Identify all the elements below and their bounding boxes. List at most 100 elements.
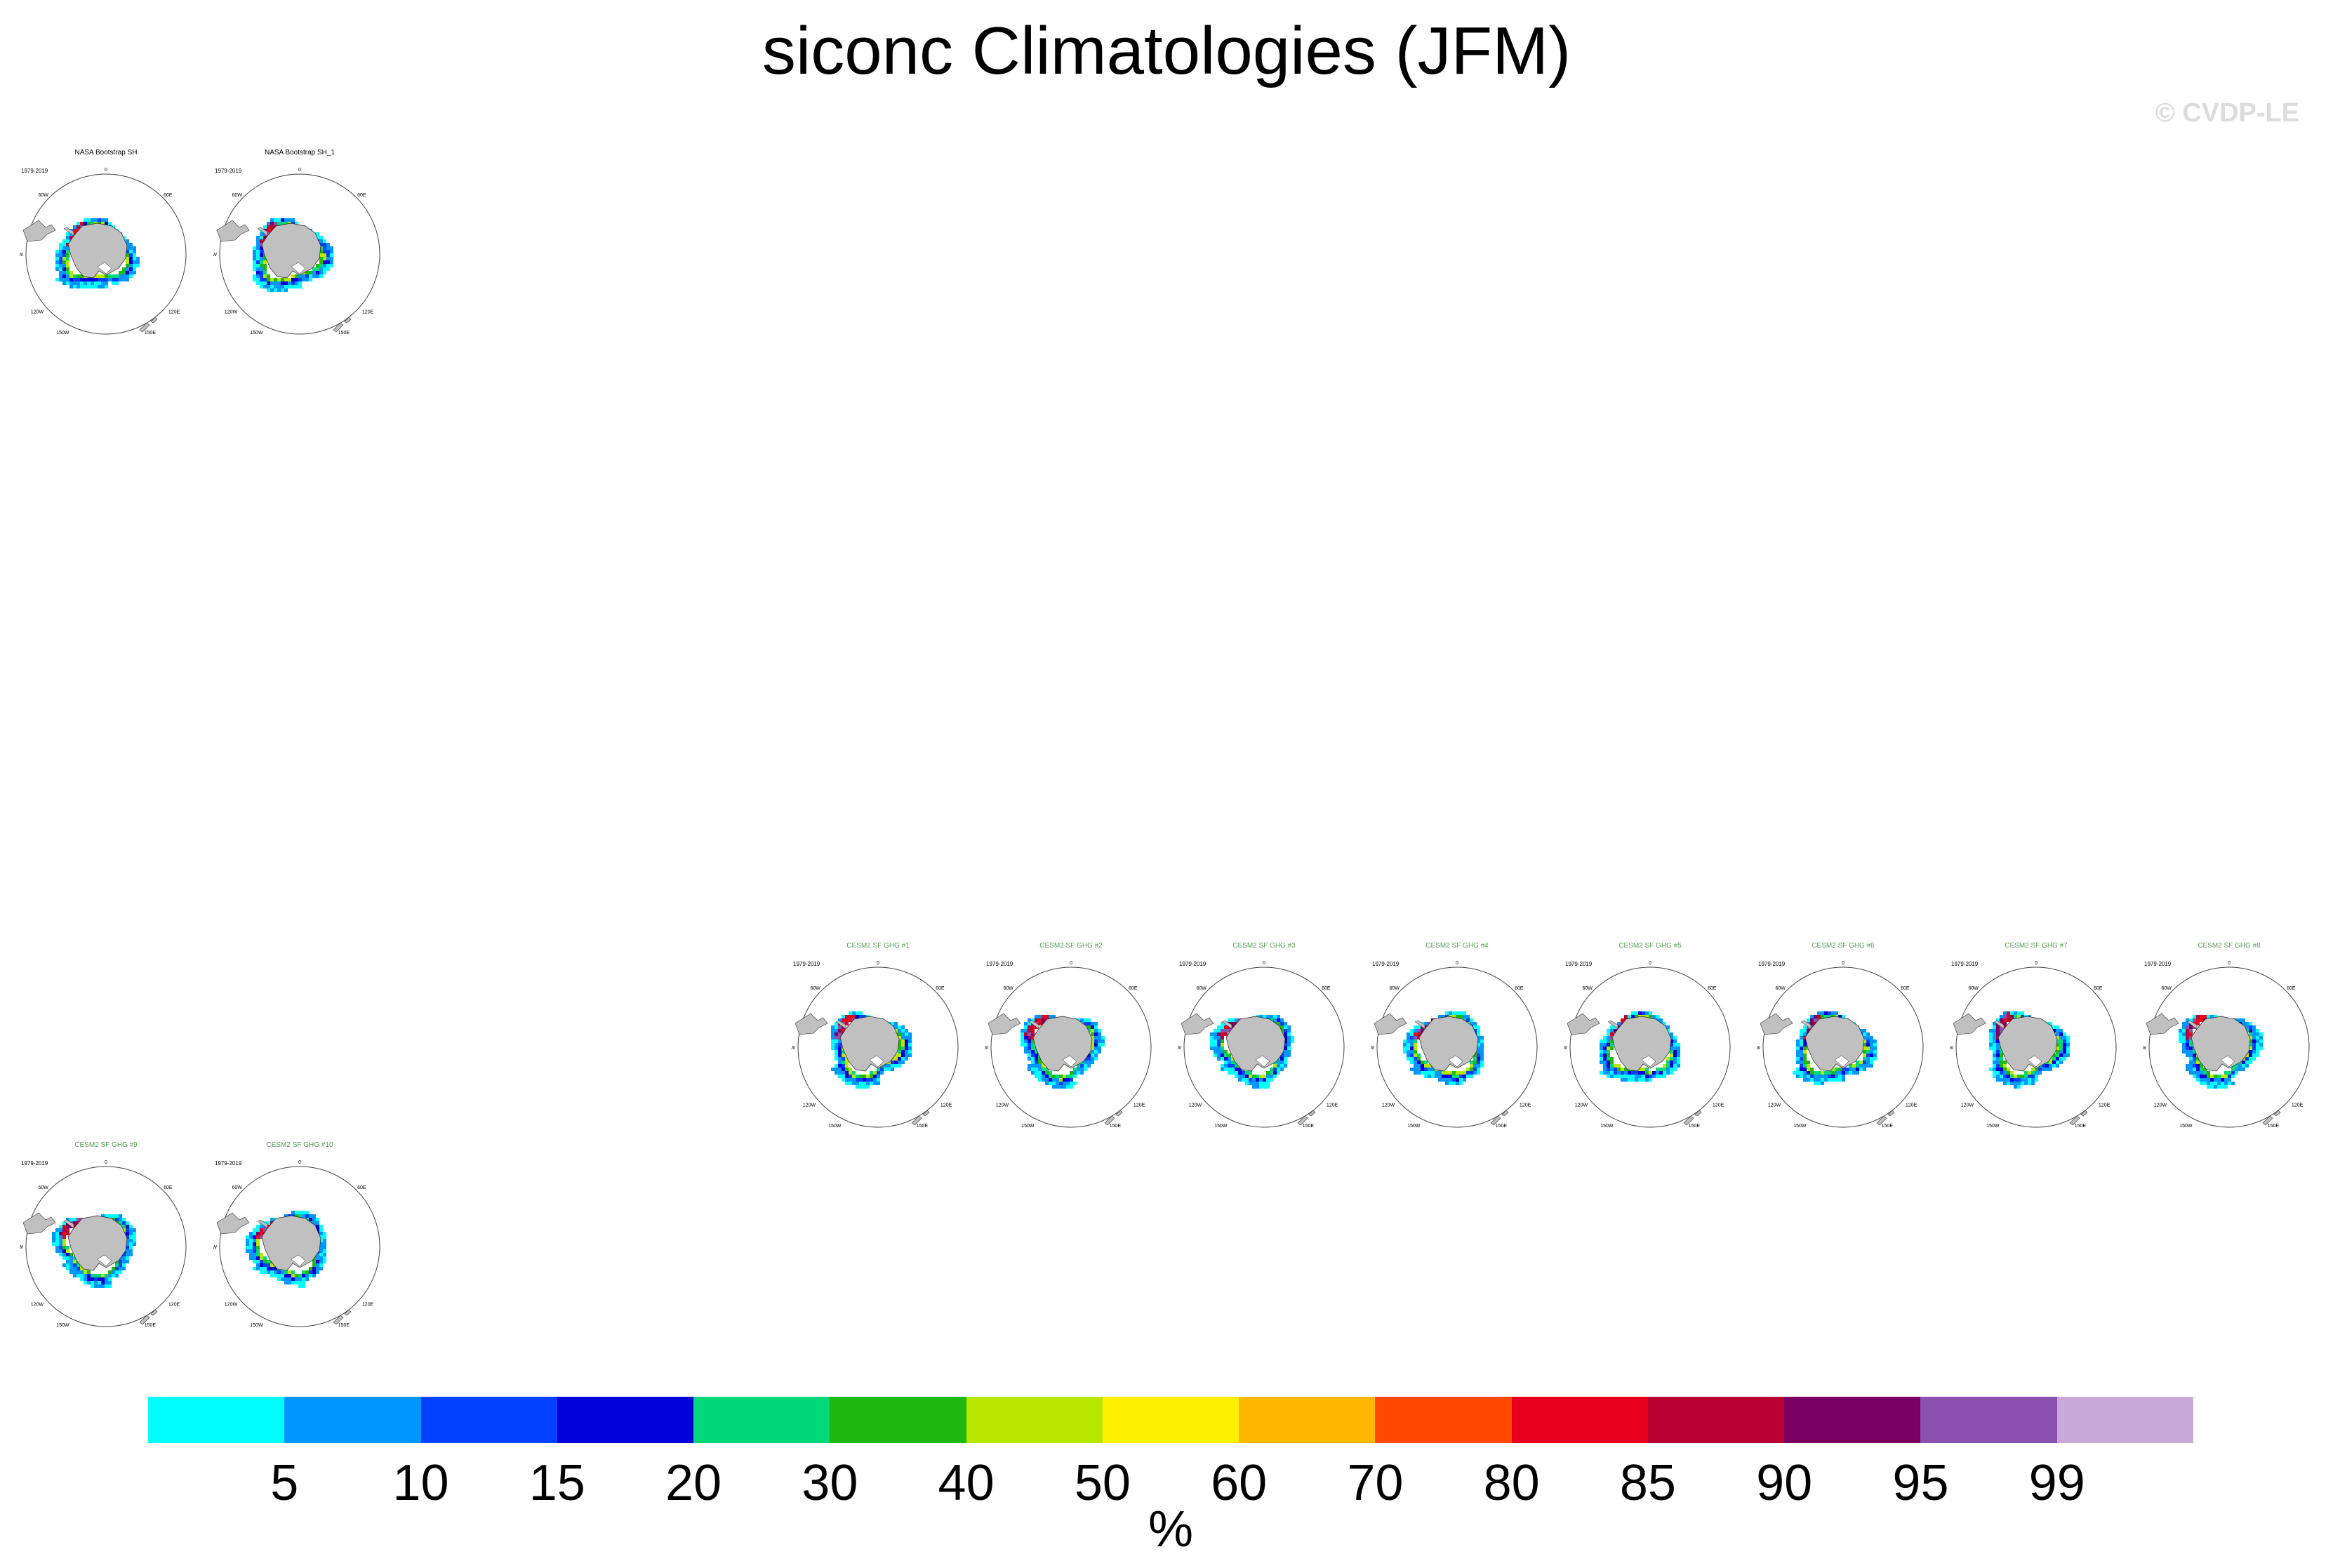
longitude-label: 120E (2099, 1103, 2111, 1108)
period-label: 1979-2019 (215, 168, 242, 174)
longitude-label: 120W (2154, 1103, 2167, 1108)
longitude-label: 60W (1197, 986, 1207, 991)
panel-title: NASA Bootstrap SH (75, 149, 138, 157)
south-america-landmass (1953, 1013, 1986, 1035)
new-zealand-landmass (139, 317, 158, 333)
antarctic-peninsula (1800, 1020, 1812, 1030)
colorbar-swatch (420, 1397, 558, 1443)
longitude-label: 0 (2228, 961, 2231, 966)
longitude-label: 90W (1371, 1046, 1374, 1051)
longitude-label: 90W (2143, 1046, 2146, 1051)
antarctica-landmass (1611, 1016, 1672, 1072)
antarctic-peninsula (257, 1219, 268, 1229)
longitude-label: 120W (996, 1103, 1009, 1108)
antarctica-landmass (261, 1215, 321, 1271)
longitude-label: 120E (1906, 1103, 1917, 1108)
longitude-label: 150W (56, 331, 69, 335)
longitude-label: 120E (168, 1302, 180, 1307)
antarctica-landmass (67, 222, 128, 279)
longitude-label: 120E (940, 1103, 952, 1108)
longitude-label: 120W (1768, 1103, 1781, 1108)
polar-map: CESM2 SF GHG #101979-2019018090W90E60W60… (207, 1141, 392, 1336)
antarctic-peninsula (63, 227, 74, 237)
longitude-label: 0 (1070, 961, 1072, 966)
longitude-label: 150W (828, 1124, 842, 1129)
map-boundary (797, 966, 959, 1128)
longitude-label: 0 (298, 1160, 301, 1165)
map-boundary (990, 966, 1152, 1128)
map-boundary (25, 1166, 187, 1327)
colorbar-tick-label: 99 (2028, 1455, 2085, 1511)
period-label: 1979-2019 (1565, 961, 1593, 967)
new-zealand-landmass (1297, 1110, 1316, 1126)
colorbar-tick-label: 85 (1619, 1455, 1676, 1511)
map-panel: CESM2 SF GHG #11979-2019018090W90E60W60E… (785, 941, 970, 1137)
longitude-label: 120W (1961, 1103, 1974, 1108)
new-zealand-landmass (2069, 1110, 2088, 1126)
antarctic-peninsula (1607, 1020, 1619, 1030)
longitude-label: 60W (39, 193, 49, 198)
map-panel: CESM2 SF GHG #41979-2019018090W90E60W60E… (1364, 941, 1549, 1137)
longitude-label: 90W (213, 1245, 217, 1250)
panel-title: CESM2 SF GHG #10 (266, 1141, 333, 1149)
antarctica-landmass (1032, 1016, 1093, 1072)
longitude-label: 0 (298, 168, 301, 173)
new-zealand-landmass (1490, 1110, 1509, 1126)
longitude-label: 120E (1520, 1103, 1531, 1108)
longitude-label: 120W (803, 1103, 816, 1108)
panel-title: CESM2 SF GHG #5 (1619, 942, 1682, 950)
longitude-label: 0 (1649, 961, 1651, 966)
colorbar-units: % (1148, 1501, 1194, 1557)
panel-title: CESM2 SF GHG #6 (1812, 942, 1875, 950)
map-boundary (219, 173, 380, 335)
ross-ice-shelf (869, 1055, 884, 1068)
colorbar-swatch (1647, 1397, 1785, 1443)
ross-ice-shelf (1834, 1055, 1849, 1068)
longitude-label: 150E (1882, 1124, 1894, 1129)
colorbar-tick-label: 20 (665, 1455, 722, 1511)
longitude-label: 150W (1214, 1124, 1228, 1129)
new-zealand-landmass (2262, 1110, 2281, 1126)
map-panel: CESM2 SF GHG #91979-2019018090W90E60W60E… (13, 1140, 198, 1336)
map-panel: CESM2 SF GHG #81979-2019018090W90E60W60E… (2136, 941, 2321, 1137)
ross-ice-shelf (97, 262, 112, 274)
longitude-label: 120W (31, 310, 44, 314)
longitude-label: 120E (2292, 1103, 2304, 1108)
longitude-label: 60W (1776, 986, 1786, 991)
longitude-label: 0 (2035, 961, 2038, 966)
period-label: 1979-2019 (21, 1160, 48, 1167)
period-label: 1979-2019 (1951, 961, 1979, 967)
south-america-landmass (1374, 1013, 1407, 1035)
colorbar-tick-label: 30 (802, 1455, 858, 1511)
longitude-label: 60W (1390, 986, 1400, 991)
longitude-label: 60E (936, 986, 945, 991)
longitude-label: 150W (250, 331, 263, 335)
map-boundary (1569, 966, 1731, 1128)
period-label: 1979-2019 (1372, 961, 1400, 967)
longitude-label: 150E (338, 1323, 350, 1328)
longitude-label: 120E (362, 310, 374, 314)
longitude-label: 0 (1263, 961, 1265, 966)
longitude-label: 60W (232, 193, 243, 198)
longitude-label: 120W (225, 1302, 238, 1307)
longitude-label: 60E (357, 1185, 366, 1190)
panel-title: CESM2 SF GHG #9 (74, 1141, 138, 1149)
ross-ice-shelf (1255, 1055, 1270, 1068)
longitude-label: 150W (1600, 1124, 1614, 1129)
colorbar-swatch (1239, 1397, 1376, 1443)
ross-ice-shelf (1448, 1055, 1463, 1068)
longitude-label: 60E (164, 193, 173, 198)
map-panel: CESM2 SF GHG #71979-2019018090W90E60W60E… (1943, 941, 2128, 1137)
period-label: 1979-2019 (21, 168, 48, 174)
colorbar-tick-label: 40 (938, 1455, 995, 1511)
map-panel: CESM2 SF GHG #21979-2019018090W90E60W60E… (978, 941, 1163, 1137)
longitude-label: 120E (1327, 1103, 1338, 1108)
south-america-landmass (1181, 1013, 1214, 1035)
longitude-label: 150W (56, 1323, 69, 1328)
panel-title: CESM2 SF GHG #1 (846, 942, 910, 950)
longitude-label: 90W (213, 253, 217, 258)
map-panel: CESM2 SF GHG #61979-2019018090W90E60W60E… (1750, 941, 1935, 1137)
longitude-label: 90W (985, 1046, 988, 1051)
longitude-label: 60W (232, 1185, 243, 1190)
